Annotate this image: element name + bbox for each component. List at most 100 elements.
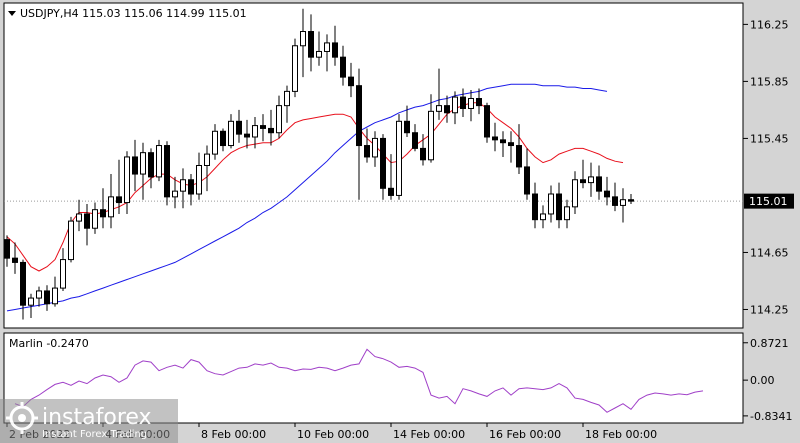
candle <box>300 8 306 78</box>
candle <box>380 134 386 200</box>
candle <box>612 182 618 212</box>
candle <box>308 14 314 72</box>
candle <box>452 91 458 125</box>
candle <box>564 199 570 229</box>
candle <box>468 89 474 122</box>
candle <box>284 85 290 123</box>
candle <box>588 162 594 197</box>
candle <box>268 109 274 146</box>
candle <box>236 109 242 143</box>
candle <box>60 248 66 291</box>
candle <box>76 199 82 232</box>
candle <box>572 171 578 214</box>
candle <box>188 174 194 206</box>
candle <box>356 68 362 200</box>
indicator-tick-label: 0.8721 <box>750 337 789 350</box>
candle <box>348 62 354 98</box>
candle <box>276 95 282 139</box>
price-tick-label: 116.25 <box>750 18 789 31</box>
marlin-indicator <box>14 348 704 413</box>
candle <box>20 259 26 320</box>
candle <box>252 117 258 149</box>
candle <box>260 114 266 142</box>
indicator-axis: 0.8721 0.00 -0.8341 <box>743 337 792 423</box>
price-panel[interactable] <box>3 2 744 329</box>
candle <box>140 142 146 200</box>
candle <box>364 128 370 163</box>
candle <box>220 128 226 152</box>
price-axis[interactable]: 116.25 115.85 115.45 114.65 114.25 <box>743 18 789 316</box>
candle <box>388 154 394 200</box>
price-tick-label: 114.65 <box>750 246 789 259</box>
indicator-label: Marlin -0.2470 <box>9 337 89 350</box>
price-tick-label: 115.85 <box>750 75 789 88</box>
candle <box>492 122 498 152</box>
candle <box>532 182 538 229</box>
candle <box>596 165 602 200</box>
candle <box>36 286 42 307</box>
candle <box>412 124 418 152</box>
candle <box>316 31 322 66</box>
candle <box>428 94 434 163</box>
symbol-info: USDJPY,H4 115.03 115.06 114.99 115.01 <box>20 7 247 20</box>
candle <box>444 95 450 123</box>
current-price-label: 115.01 <box>749 195 788 208</box>
candle <box>172 176 178 209</box>
candle <box>500 131 506 157</box>
candle <box>604 176 610 206</box>
candle <box>244 119 250 149</box>
candle <box>132 139 138 192</box>
price-tick-label: 114.25 <box>750 303 789 316</box>
watermark-brand: instaforex <box>42 405 152 430</box>
candle <box>508 131 514 163</box>
candle <box>116 159 122 214</box>
candle <box>340 45 346 86</box>
candle <box>108 174 114 229</box>
instaforex-logo-icon <box>6 402 38 434</box>
candle <box>44 285 50 311</box>
candle <box>92 202 98 234</box>
candle <box>484 102 490 143</box>
symbol-dropdown-icon[interactable] <box>8 11 16 16</box>
candle <box>516 124 522 175</box>
candle <box>580 159 586 189</box>
time-tick-label: 8 Feb 00:00 <box>201 428 266 441</box>
candle <box>332 25 338 66</box>
candle <box>620 188 626 223</box>
candle <box>28 293 34 319</box>
time-tick-label: 14 Feb 00:00 <box>393 428 465 441</box>
candle <box>164 141 170 206</box>
candle <box>84 203 90 246</box>
indicator-tick-label: 0.00 <box>750 374 775 387</box>
candle <box>628 194 634 204</box>
candle <box>68 216 74 263</box>
indicator-tick-label: -0.8341 <box>750 410 792 423</box>
candle <box>372 131 378 167</box>
candle <box>524 148 530 200</box>
candle <box>180 168 186 209</box>
candle <box>420 134 426 166</box>
candle <box>52 276 58 307</box>
current-price-marker: 115.01 <box>744 193 794 209</box>
candle <box>404 105 410 137</box>
candle <box>212 124 218 160</box>
watermark-tagline: Instant Forex Trading <box>42 429 147 440</box>
time-tick-label: 10 Feb 00:00 <box>297 428 369 441</box>
candle <box>548 185 554 223</box>
candle <box>540 205 546 229</box>
watermark: instaforex Instant Forex Trading <box>0 399 178 443</box>
candle <box>292 38 298 98</box>
candle <box>476 88 482 115</box>
candle <box>124 151 130 214</box>
candle <box>436 68 442 120</box>
time-tick-label: 18 Feb 00:00 <box>585 428 657 441</box>
candles <box>4 8 634 320</box>
candle <box>148 148 154 189</box>
candle <box>156 139 162 182</box>
candle <box>204 145 210 192</box>
marlin-line <box>14 348 704 413</box>
candle <box>196 152 202 200</box>
ma-slow-line <box>6 83 608 312</box>
